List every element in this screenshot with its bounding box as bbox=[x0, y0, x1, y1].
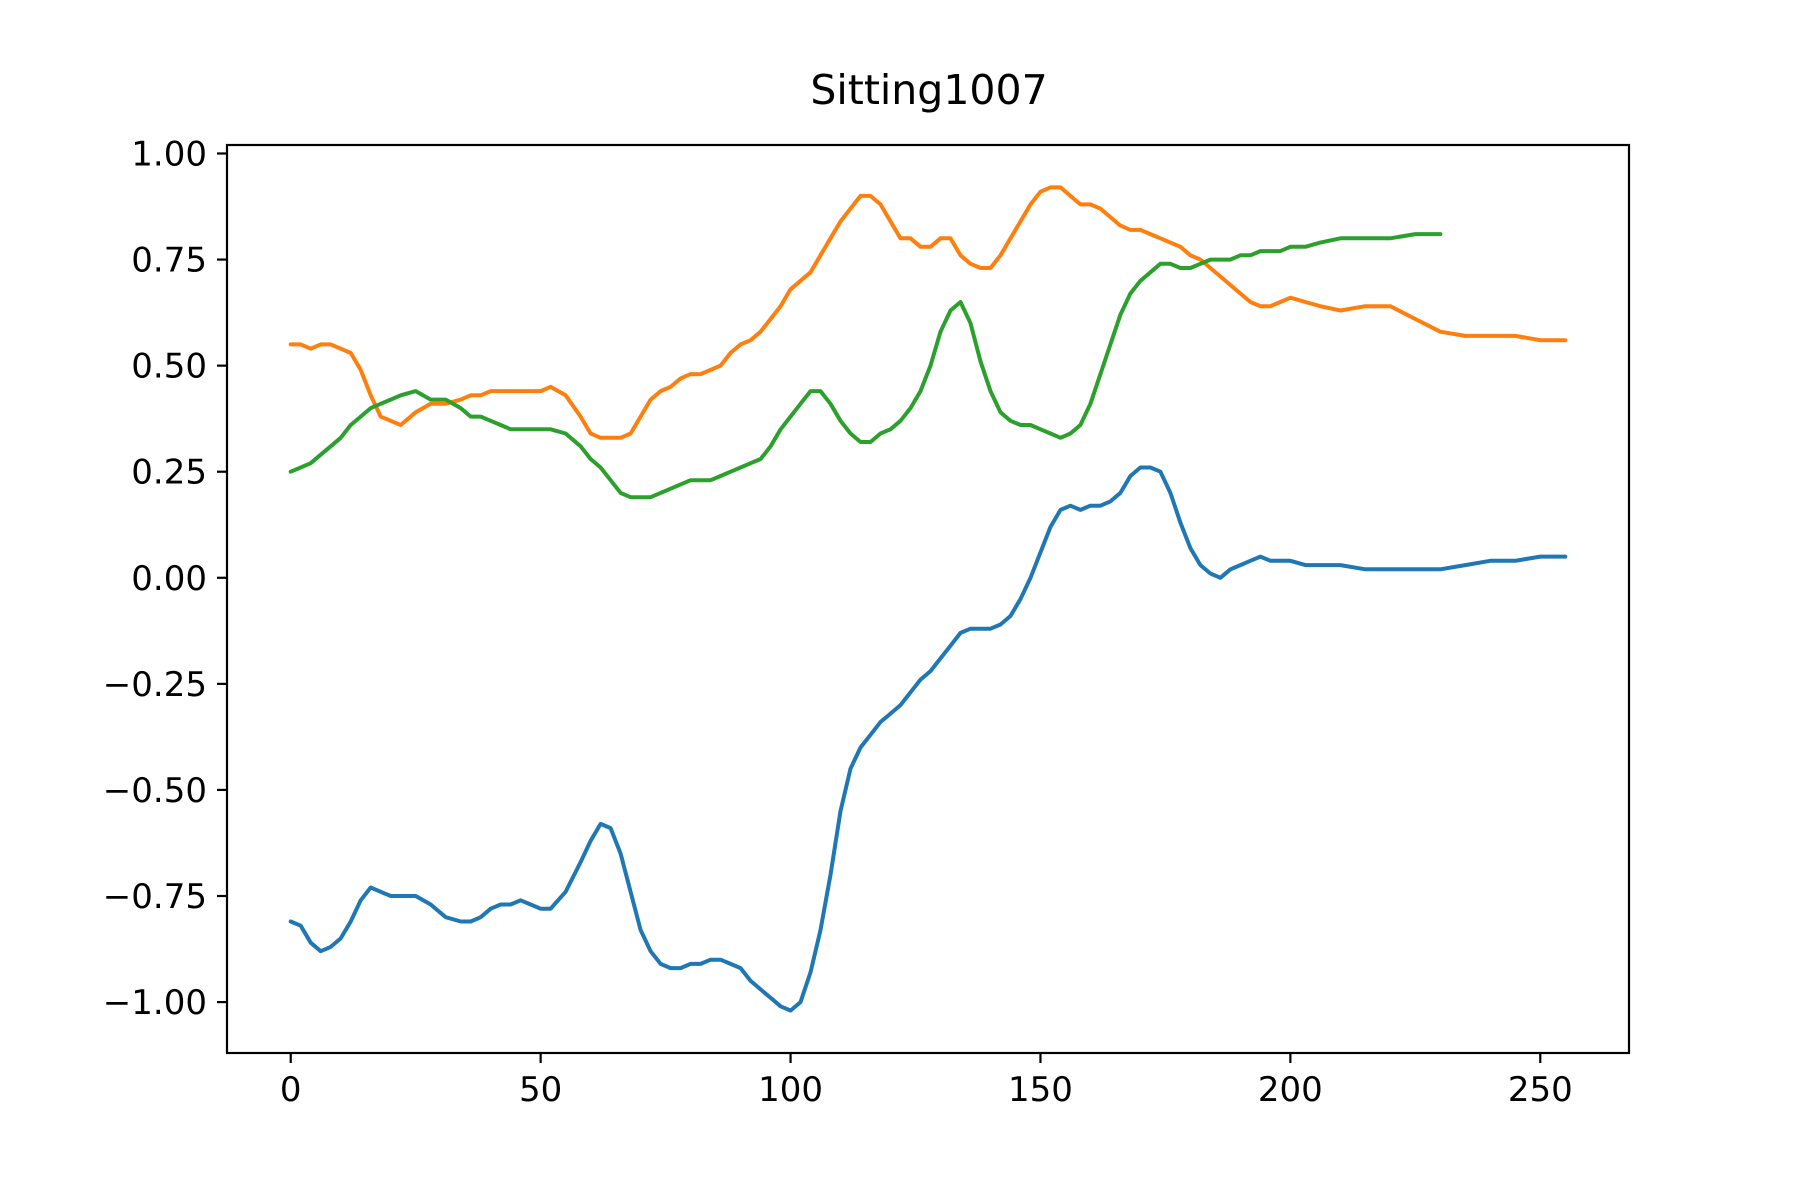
y-tick-label: 0.50 bbox=[131, 347, 207, 387]
y-tick-label: −0.25 bbox=[103, 665, 207, 705]
y-tick-label: 0.25 bbox=[131, 453, 207, 493]
x-axis: 0 50 100 150 200 250 bbox=[280, 1053, 1573, 1110]
plot-area-frame bbox=[225, 143, 1631, 1055]
y-tick-label: 0.75 bbox=[131, 241, 207, 281]
x-tick-label: 0 bbox=[280, 1070, 302, 1110]
x-tick-label: 100 bbox=[758, 1070, 823, 1110]
x-tick-label: 200 bbox=[1258, 1070, 1323, 1110]
series-line-0 bbox=[288, 465, 1568, 1013]
y-tick-label: −0.75 bbox=[103, 877, 207, 917]
series-line-1 bbox=[288, 185, 1568, 440]
x-tick-label: 150 bbox=[1008, 1070, 1073, 1110]
x-tick-label: 50 bbox=[519, 1070, 562, 1110]
series-line-2 bbox=[288, 232, 1443, 500]
chart-title: Sitting1007 bbox=[810, 66, 1047, 114]
y-tick-label: −0.50 bbox=[103, 771, 207, 811]
x-tick-label: 250 bbox=[1508, 1070, 1573, 1110]
y-axis: 1.00 0.75 0.50 0.25 0.00 −0.25 −0.50 −0.75 −1.00 bbox=[103, 134, 227, 1023]
y-tick-label: 0.00 bbox=[131, 559, 207, 599]
series-layer bbox=[288, 185, 1568, 1013]
y-tick-label: −1.00 bbox=[103, 983, 207, 1023]
y-tick-label: 1.00 bbox=[131, 134, 207, 174]
